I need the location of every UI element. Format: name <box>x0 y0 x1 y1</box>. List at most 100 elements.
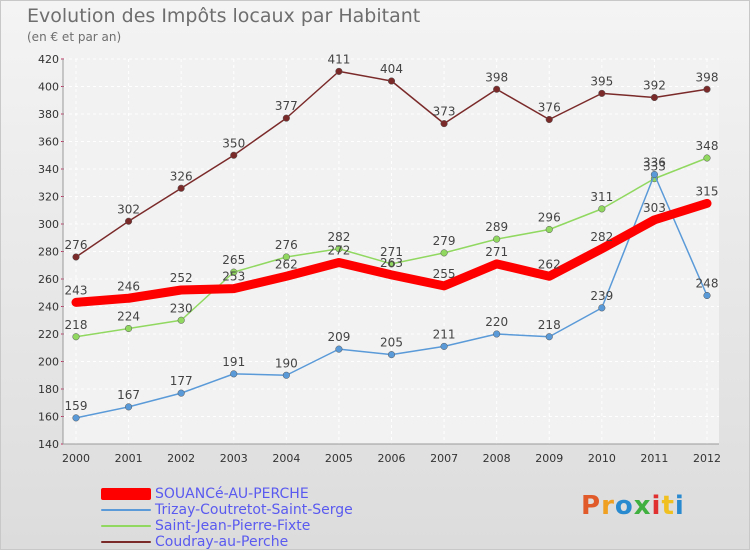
data-label: 276 <box>65 238 88 252</box>
data-point <box>124 294 133 303</box>
y-tick-label: 140 <box>38 438 59 451</box>
data-point <box>545 272 554 281</box>
data-point <box>650 215 659 224</box>
chart-title: Evolution des Impôts locaux par Habitant <box>27 5 421 27</box>
data-label: 209 <box>327 330 350 344</box>
x-tick-label: 2006 <box>378 452 406 465</box>
data-label: 303 <box>643 201 666 215</box>
data-label: 336 <box>643 156 666 170</box>
data-label: 373 <box>433 105 456 119</box>
data-point <box>282 272 291 281</box>
y-tick-label: 320 <box>38 191 59 204</box>
y-tick-label: 280 <box>38 246 59 259</box>
data-point <box>177 316 185 324</box>
data-label: 246 <box>117 279 140 293</box>
y-tick-label: 180 <box>38 383 59 396</box>
data-label: 265 <box>222 253 245 267</box>
data-point <box>125 403 133 411</box>
legend: SOUANCé-AU-PERCHE Trizay-Coutretot-Saint… <box>101 486 353 550</box>
data-label: 411 <box>327 52 350 66</box>
data-label: 272 <box>327 244 350 258</box>
data-point <box>229 284 238 293</box>
data-label: 211 <box>433 327 456 341</box>
data-point <box>545 333 553 341</box>
data-label: 348 <box>696 139 719 153</box>
legend-swatch <box>101 488 151 500</box>
y-tick-label: 340 <box>38 163 59 176</box>
x-tick-label: 2011 <box>640 452 668 465</box>
data-point <box>335 245 343 253</box>
data-point <box>440 342 448 350</box>
data-point <box>282 253 290 261</box>
data-point <box>72 298 80 307</box>
data-point <box>703 199 711 208</box>
data-label: 282 <box>590 230 613 244</box>
data-label: 230 <box>170 301 193 315</box>
data-point <box>598 89 606 97</box>
data-point <box>177 389 185 397</box>
data-point <box>440 249 448 257</box>
data-point <box>703 154 711 162</box>
logo-letter: x <box>633 491 652 521</box>
data-point <box>334 258 343 267</box>
data-label: 398 <box>696 70 719 84</box>
data-label: 248 <box>696 277 719 291</box>
data-point <box>493 330 501 338</box>
legend-label: Saint-Jean-Pierre-Fixte <box>155 518 311 534</box>
y-tick-label: 400 <box>38 81 59 94</box>
data-point <box>597 244 606 253</box>
data-label: 311 <box>590 190 613 204</box>
legend-item: Coudray-au-Perche <box>101 534 353 550</box>
data-point <box>72 253 80 261</box>
x-tick-label: 2003 <box>220 452 248 465</box>
data-point <box>650 170 658 179</box>
data-point <box>440 281 449 290</box>
data-label: 289 <box>485 220 508 234</box>
x-tick-label: 2010 <box>588 452 616 465</box>
data-label: 302 <box>117 202 140 216</box>
y-tick-label: 300 <box>38 218 59 231</box>
data-label: 239 <box>590 289 613 303</box>
data-label: 350 <box>222 136 245 150</box>
data-point <box>230 151 238 159</box>
data-point <box>230 268 238 276</box>
data-label: 326 <box>170 169 193 183</box>
y-tick-label: 220 <box>38 328 59 341</box>
y-tick-label: 360 <box>38 136 59 149</box>
legend-swatch <box>101 525 151 527</box>
legend-item: SOUANCé-AU-PERCHE <box>101 486 353 502</box>
data-label: 377 <box>275 99 298 113</box>
data-point <box>177 184 185 192</box>
data-point <box>387 270 396 279</box>
logo-letter: t <box>661 491 675 521</box>
data-point <box>493 235 501 243</box>
chart-subtitle: (en € et par an) <box>27 30 122 44</box>
x-tick-label: 2004 <box>272 452 300 465</box>
data-label: 376 <box>538 101 561 115</box>
data-label: 263 <box>380 256 403 270</box>
data-label: 262 <box>275 257 298 271</box>
legend-item: Saint-Jean-Pierre-Fixte <box>101 518 353 534</box>
data-label: 159 <box>65 399 88 413</box>
data-label: 218 <box>538 318 561 332</box>
data-label: 253 <box>222 270 245 284</box>
x-tick-label: 2009 <box>535 452 563 465</box>
data-label: 282 <box>327 230 350 244</box>
logo-letter: i <box>674 491 685 521</box>
data-label: 255 <box>433 267 456 281</box>
data-point <box>650 93 658 102</box>
data-label: 224 <box>117 310 140 324</box>
data-point <box>72 414 80 422</box>
data-label: 218 <box>65 318 88 332</box>
data-point <box>335 345 343 353</box>
y-tick-label: 160 <box>38 411 59 424</box>
legend-label: SOUANCé-AU-PERCHE <box>155 486 309 502</box>
x-tick-label: 2012 <box>693 452 721 465</box>
data-point <box>177 286 186 294</box>
data-point <box>282 371 290 379</box>
data-point <box>230 370 238 378</box>
data-label: 271 <box>380 245 403 259</box>
y-tick-label: 240 <box>38 301 59 314</box>
data-label: 191 <box>222 355 245 369</box>
